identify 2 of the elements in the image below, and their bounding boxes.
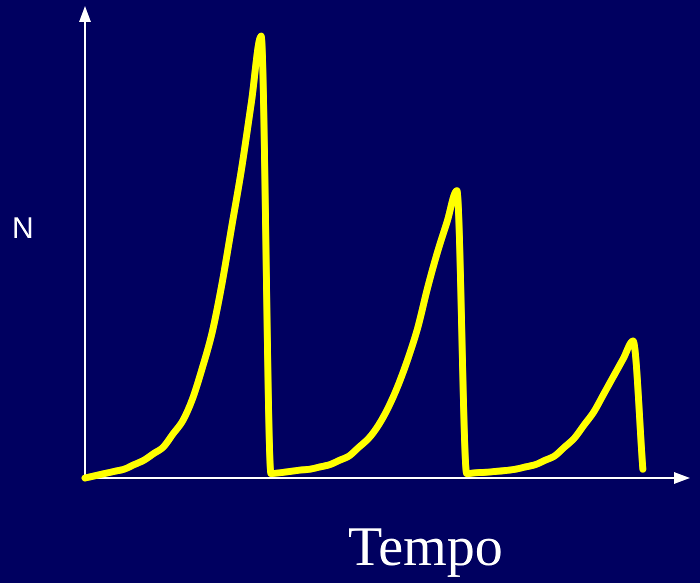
x-axis-title: Tempo — [348, 515, 503, 579]
y-axis-title: N — [12, 212, 34, 246]
